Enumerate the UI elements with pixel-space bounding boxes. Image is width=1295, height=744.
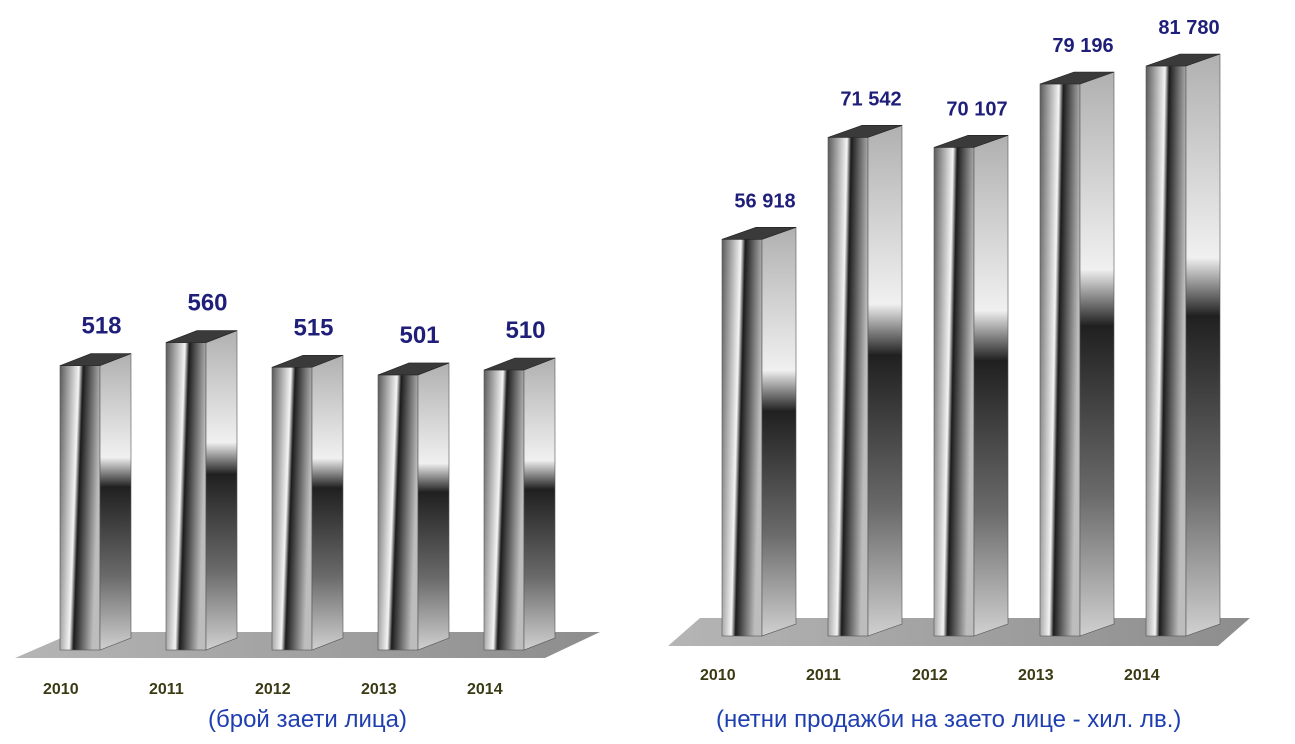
bar-top: [165, 330, 238, 343]
bar-top: [59, 353, 132, 366]
category-label: 2010: [700, 667, 736, 684]
bar-top: [377, 362, 450, 376]
bar-front: [1145, 65, 1187, 637]
bar-side: [417, 362, 450, 651]
employees-chart-caption: (брой заети лица): [208, 706, 407, 733]
bar-front: [933, 147, 975, 637]
category-label: 2011: [806, 667, 841, 684]
bar-side: [523, 357, 556, 651]
category-label: 2013: [1018, 667, 1054, 684]
bar-side: [761, 226, 797, 637]
bar-2014: [483, 357, 556, 651]
bar-front: [1039, 83, 1081, 637]
bar-2011: [827, 124, 903, 637]
bar-front: [827, 137, 869, 637]
bar-side: [867, 124, 903, 637]
value-label: 81 780: [1158, 17, 1219, 39]
sales-per-employee-chart: 56 918 2010 71 542 2011 70 107 2012 79 196 2013…: [668, 17, 1250, 684]
value-label: 70 107: [946, 98, 1007, 120]
bar-front: [721, 238, 763, 637]
bar-side: [973, 134, 1009, 637]
value-label: 515: [293, 314, 333, 341]
bar-top: [1145, 53, 1221, 67]
bar-side: [1079, 71, 1115, 637]
bar-side: [311, 354, 344, 651]
bar-2014: [1145, 53, 1221, 637]
bar-top: [1039, 71, 1115, 85]
bar-front: [483, 369, 525, 651]
value-label: 560: [187, 290, 227, 317]
value-label: 56 918: [734, 190, 795, 212]
bar-front: [165, 342, 207, 651]
category-label: 2010: [43, 681, 79, 698]
bar-2010: [59, 353, 132, 651]
sales-chart-caption: (нетни продажби на заето лице - хил. лв.…: [716, 706, 1182, 733]
bar-side: [205, 330, 238, 651]
bar-top: [827, 125, 903, 138]
value-label: 79 196: [1052, 35, 1113, 57]
bar-top: [271, 354, 344, 368]
category-label: 2012: [255, 681, 291, 698]
value-label: 510: [505, 317, 545, 344]
bar-front: [59, 365, 101, 651]
bar-side: [1185, 53, 1221, 637]
bar-front: [377, 374, 419, 651]
bar-side: [99, 353, 132, 651]
bar-top: [721, 226, 797, 240]
category-label: 2013: [361, 681, 397, 698]
employees-chart: 518 2010 560 2011 515 2012 501 2013 510 2014: [15, 290, 600, 698]
category-label: 2011: [149, 681, 184, 698]
value-label: 501: [399, 322, 439, 349]
bar-2013: [377, 362, 450, 651]
category-label: 2014: [1124, 667, 1160, 684]
category-label: 2014: [467, 681, 503, 698]
bar-2012: [271, 354, 344, 651]
value-label: 518: [81, 313, 121, 340]
bar-top: [933, 135, 1009, 148]
bar-2013: [1039, 71, 1115, 637]
value-label: 71 542: [840, 88, 901, 110]
bar-2011: [165, 330, 238, 651]
category-label: 2012: [912, 667, 948, 684]
bar-2010: [721, 226, 797, 637]
bar-2012: [933, 134, 1009, 637]
bar-top: [483, 357, 556, 371]
bar-front: [271, 366, 313, 651]
